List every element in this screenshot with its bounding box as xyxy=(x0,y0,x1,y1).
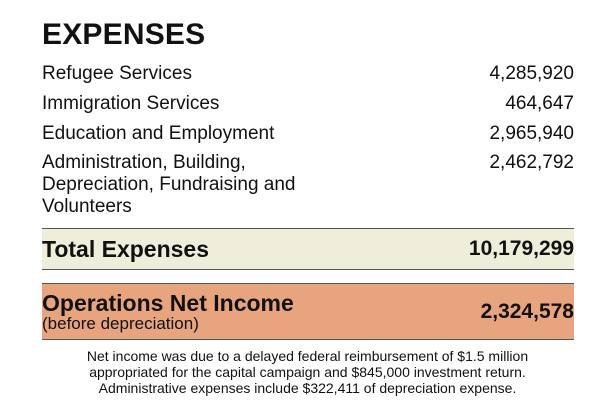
footnote-line: Administrative expenses include $322,411… xyxy=(98,380,517,396)
expense-value: 2,462,792 xyxy=(489,152,574,173)
footnote-line: appropriated for the capital campaign an… xyxy=(89,364,526,380)
expense-value: 2,965,940 xyxy=(489,123,574,144)
expense-row-refugee-services: Refugee Services 4,285,920 xyxy=(42,63,574,85)
expense-row-education-employment: Education and Employment 2,965,940 xyxy=(42,123,574,145)
net-income-label-group: Operations Net Income (before depreciati… xyxy=(42,289,294,333)
footnote: Net income was due to a delayed federal … xyxy=(20,348,595,396)
net-income-value: 2,324,578 xyxy=(480,299,574,323)
expense-value: 464,647 xyxy=(505,93,574,114)
expense-value: 4,285,920 xyxy=(489,63,574,84)
expenses-heading: EXPENSES xyxy=(42,18,206,51)
expense-row-administration: Administration, Building, Depreciation, … xyxy=(42,152,574,218)
total-expenses-value: 10,179,299 xyxy=(468,237,574,260)
expense-label: Refugee Services xyxy=(42,63,192,84)
expense-row-immigration-services: Immigration Services 464,647 xyxy=(42,93,574,115)
net-income-row: Operations Net Income (before depreciati… xyxy=(42,283,574,340)
expense-label: Administration, Building, Depreciation, … xyxy=(42,152,296,217)
expense-label: Immigration Services xyxy=(42,93,220,114)
expense-label: Education and Employment xyxy=(42,123,275,144)
net-income-sublabel: (before depreciation) xyxy=(42,313,199,333)
total-expenses-row: Total Expenses 10,179,299 xyxy=(42,228,574,270)
total-expenses-label: Total Expenses xyxy=(42,235,210,262)
net-income-label: Operations Net Income xyxy=(42,289,294,316)
footnote-line: Net income was due to a delayed federal … xyxy=(86,348,529,364)
